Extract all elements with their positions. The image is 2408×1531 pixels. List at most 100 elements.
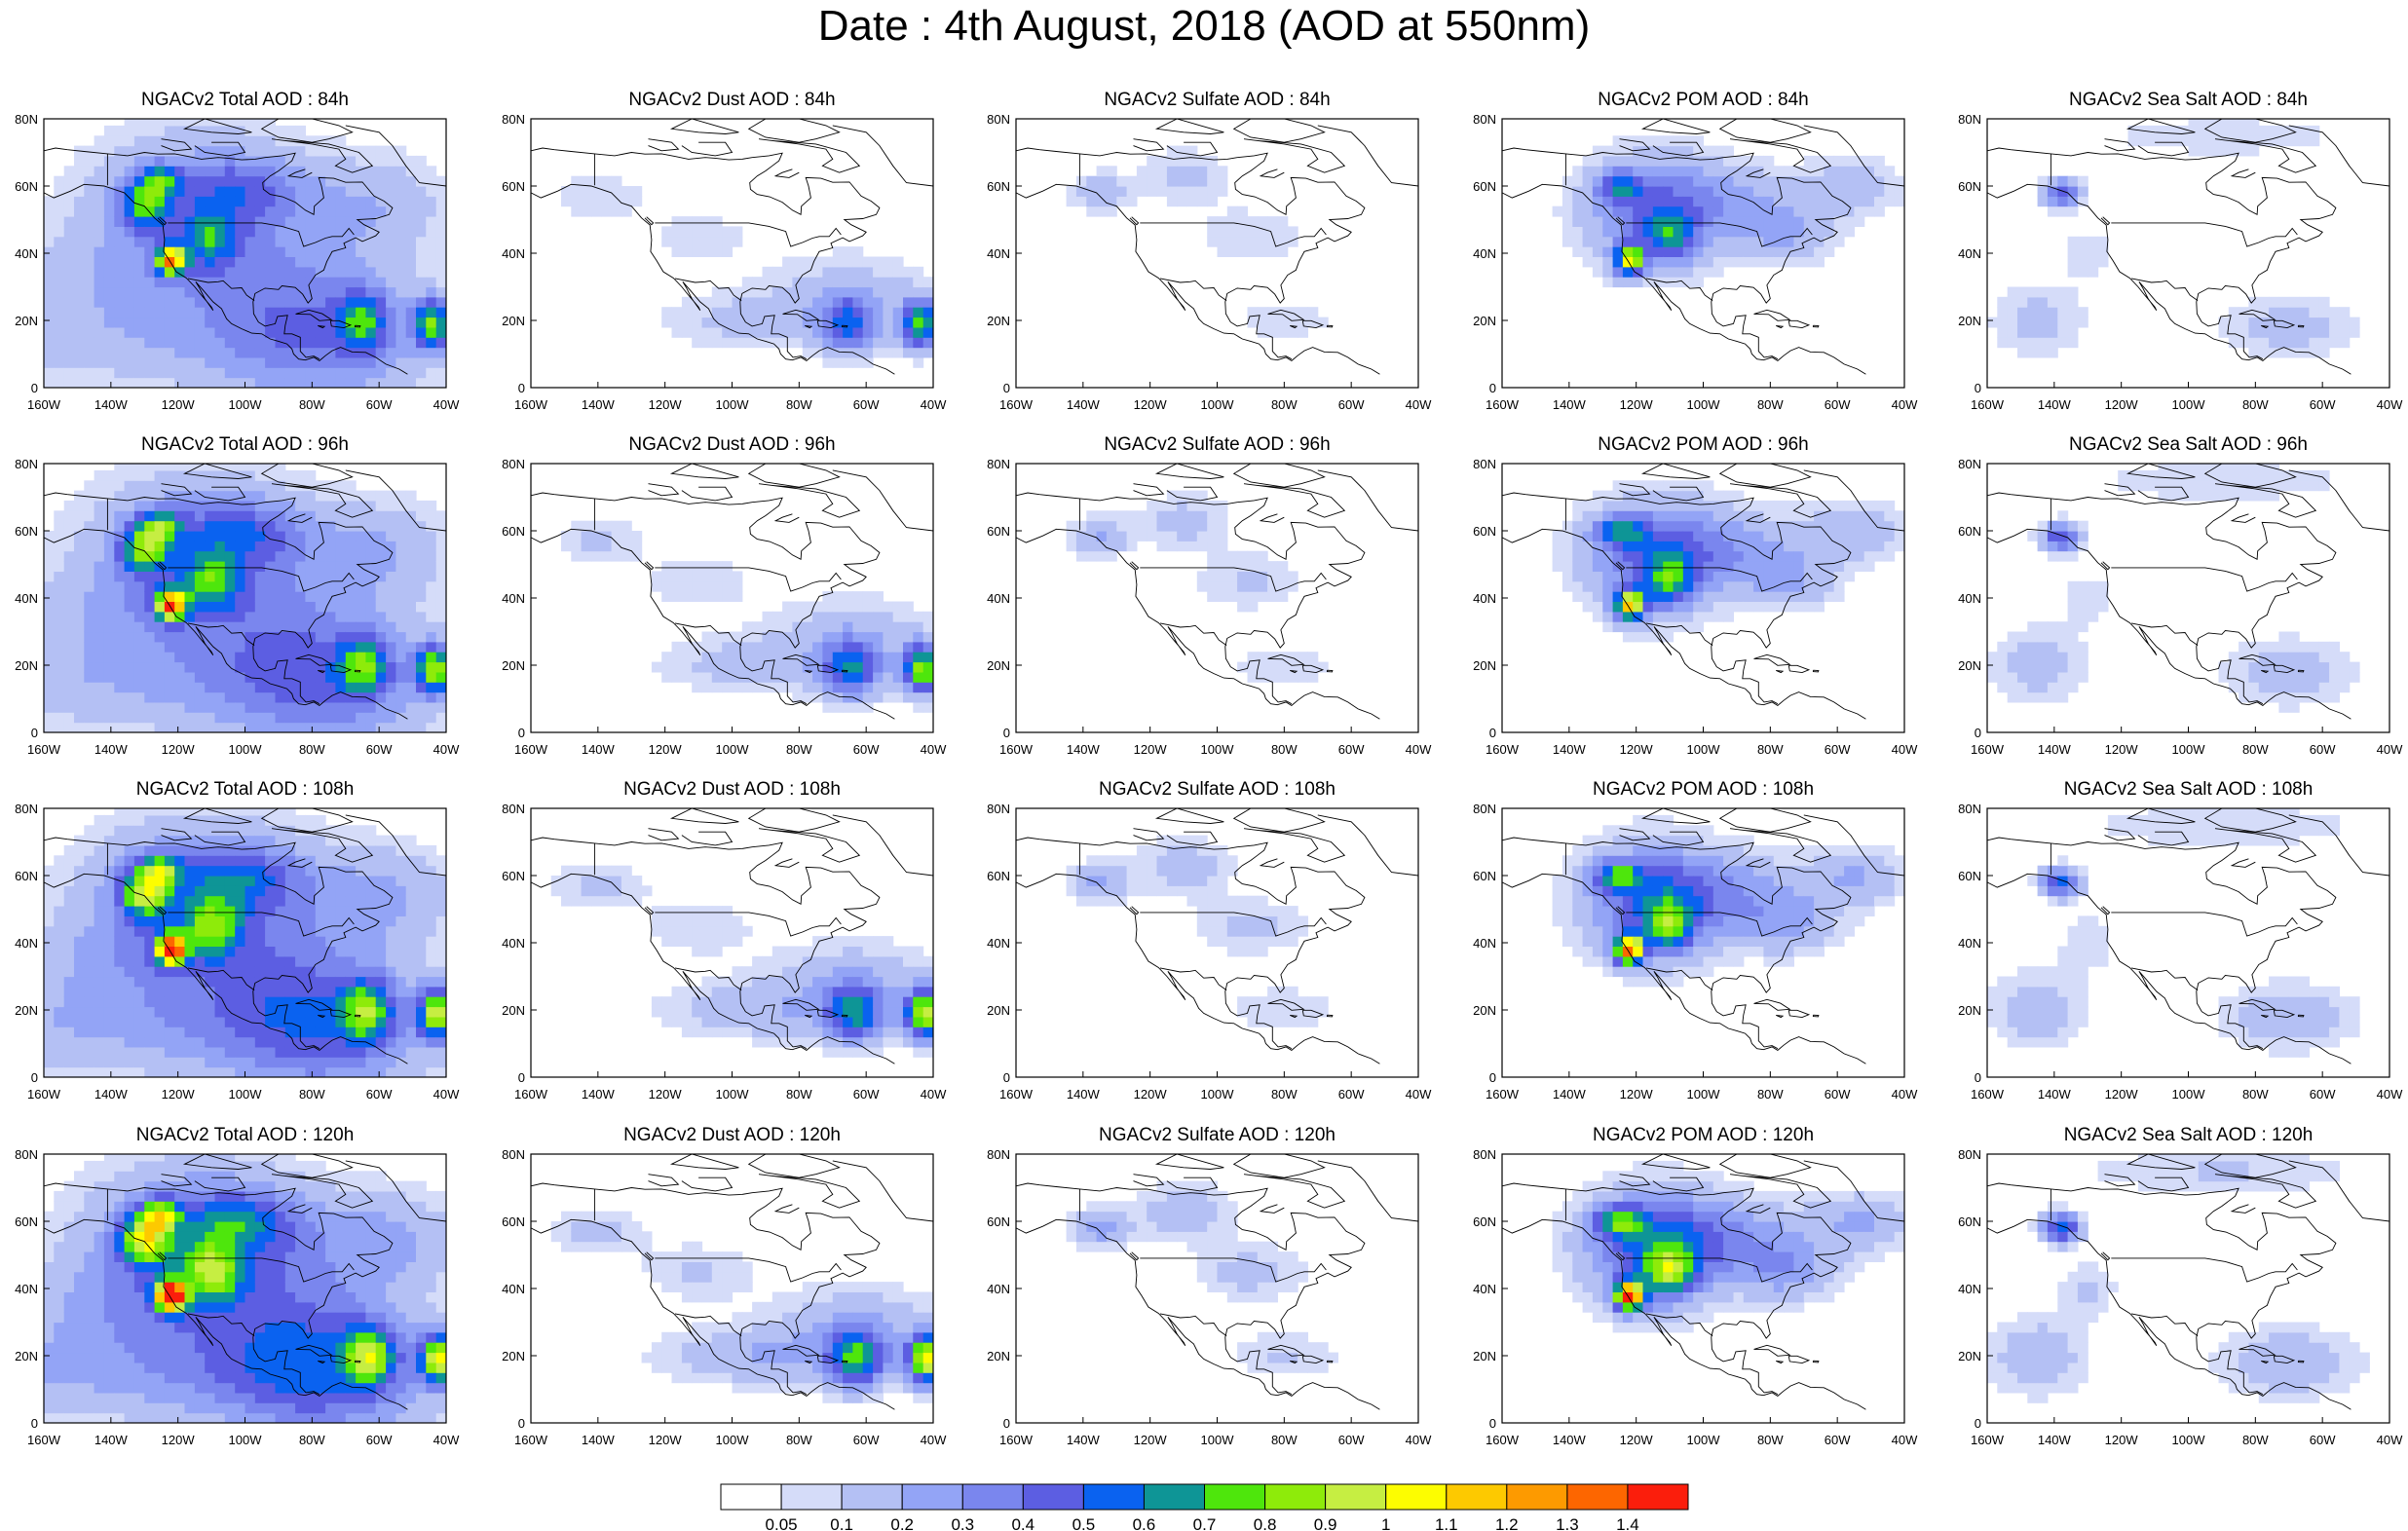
- aod-map: 160W 140W 120W 100W 80W 60W 40W 0 20N 40N 60N 80N: [987, 112, 1432, 412]
- y-tick-label: 80N: [1958, 457, 1981, 471]
- aod-map: 160W 140W 120W 100W 80W 60W 40W 0 20N 40N 60N 80N: [502, 112, 947, 412]
- x-tick-label: 40W: [433, 1433, 460, 1447]
- x-tick-label: 160W: [1486, 1433, 1520, 1447]
- map-panel-seasalt-108h: NGACv2 Sea Salt AOD : 108h 160W 140W 120W 10…: [1943, 779, 2403, 1110]
- x-tick-label: 60W: [853, 397, 880, 412]
- x-tick-label: 120W: [649, 1433, 683, 1447]
- x-tick-label: 120W: [1134, 742, 1168, 757]
- x-tick-label: 160W: [1971, 742, 2005, 757]
- y-tick-label: 40N: [987, 936, 1010, 951]
- coastlines: [1987, 1154, 2389, 1410]
- x-tick-label: 100W: [1201, 1433, 1235, 1447]
- y-tick-label: 20N: [502, 658, 525, 673]
- x-tick-label: 100W: [2172, 742, 2206, 757]
- x-tick-label: 60W: [1338, 397, 1365, 412]
- panel-title: NGACv2 POM AOD : 96h: [1598, 434, 1809, 455]
- y-tick-label: 0: [1489, 1416, 1496, 1431]
- x-tick-label: 100W: [1201, 742, 1235, 757]
- x-tick-label: 60W: [1825, 742, 1851, 757]
- panel-title: NGACv2 Sea Salt AOD : 84h: [2068, 90, 2308, 110]
- x-tick-label: 120W: [162, 742, 196, 757]
- aod-map: 160W 140W 120W 100W 80W 60W 40W 0 20N 40N 60N 80N: [1958, 457, 2403, 757]
- panel-title: NGACv2 Total AOD : 84h: [141, 90, 349, 110]
- x-tick-label: 120W: [162, 397, 196, 412]
- x-tick-label: 80W: [1271, 1087, 1298, 1102]
- x-tick-label: 140W: [2038, 397, 2072, 412]
- coastlines: [44, 119, 446, 375]
- panel-title: NGACv2 Dust AOD : 108h: [623, 779, 841, 800]
- x-tick-label: 60W: [1338, 1433, 1365, 1447]
- x-tick-label: 140W: [2038, 1433, 2072, 1447]
- x-tick-label: 120W: [162, 1087, 196, 1102]
- x-tick-label: 120W: [649, 1087, 683, 1102]
- y-tick-label: 40N: [1958, 936, 1981, 951]
- aod-map: 160W 140W 120W 100W 80W 60W 40W 0 20N 40N 60N 80N: [1958, 802, 2403, 1102]
- x-tick-label: 40W: [921, 742, 947, 757]
- x-tick-label: 80W: [299, 1087, 325, 1102]
- panel-title: NGACv2 Sulfate AOD : 120h: [1099, 1125, 1336, 1145]
- x-tick-label: 160W: [27, 742, 61, 757]
- x-tick-label: 40W: [1406, 1433, 1432, 1447]
- y-tick-label: 0: [1975, 1416, 1981, 1431]
- x-tick-label: 80W: [299, 1433, 325, 1447]
- x-tick-label: 40W: [1892, 742, 1918, 757]
- y-tick-label: 80N: [15, 1147, 38, 1162]
- coastlines: [1502, 464, 1904, 720]
- y-tick-label: 80N: [987, 457, 1010, 471]
- y-tick-label: 60N: [15, 179, 38, 194]
- y-tick-label: 0: [31, 381, 38, 395]
- x-tick-label: 80W: [2242, 742, 2269, 757]
- coastlines: [1016, 1154, 1418, 1410]
- x-tick-label: 80W: [1757, 1087, 1784, 1102]
- coastlines: [1987, 464, 2389, 720]
- aod-field: [1987, 808, 2360, 1058]
- y-tick-label: 0: [518, 1416, 525, 1431]
- x-tick-label: 80W: [2242, 1433, 2269, 1447]
- y-tick-label: 20N: [15, 314, 38, 328]
- x-tick-label: 160W: [1971, 397, 2005, 412]
- panel-title: NGACv2 Sulfate AOD : 96h: [1104, 434, 1331, 455]
- y-tick-label: 0: [1489, 1070, 1496, 1085]
- coastlines: [531, 808, 933, 1064]
- y-tick-label: 20N: [987, 1349, 1010, 1363]
- y-tick-label: 80N: [502, 802, 525, 816]
- x-tick-label: 120W: [649, 397, 683, 412]
- x-tick-label: 140W: [1067, 742, 1101, 757]
- y-tick-label: 80N: [987, 802, 1010, 816]
- y-tick-label: 20N: [15, 1003, 38, 1018]
- panel-title: NGACv2 Sea Salt AOD : 96h: [2068, 434, 2308, 455]
- y-tick-label: 0: [31, 1070, 38, 1085]
- coastlines: [531, 464, 933, 720]
- aod-field: [1987, 119, 2360, 358]
- x-tick-label: 160W: [514, 1087, 548, 1102]
- x-tick-label: 80W: [1271, 1433, 1298, 1447]
- y-tick-label: 60N: [15, 524, 38, 539]
- y-tick-label: 0: [1975, 1070, 1981, 1085]
- aod-field: [550, 1211, 933, 1403]
- y-tick-label: 80N: [1473, 1147, 1496, 1162]
- y-tick-label: 40N: [502, 246, 525, 261]
- y-tick-label: 80N: [502, 1147, 525, 1162]
- panel-title: NGACv2 Dust AOD : 96h: [628, 434, 836, 455]
- x-tick-label: 60W: [2310, 742, 2336, 757]
- x-tick-label: 140W: [94, 742, 129, 757]
- x-tick-label: 100W: [716, 742, 750, 757]
- y-tick-label: 40N: [1958, 591, 1981, 606]
- y-tick-label: 60N: [987, 1214, 1010, 1229]
- y-tick-label: 60N: [15, 1214, 38, 1229]
- x-tick-label: 40W: [2377, 1087, 2403, 1102]
- y-tick-label: 80N: [1473, 112, 1496, 127]
- map-panel-pom-84h: NGACv2 POM AOD : 84h 160W 140W 120W 100W 80W 6…: [1458, 90, 1918, 421]
- x-tick-label: 160W: [27, 397, 61, 412]
- y-tick-label: 80N: [987, 112, 1010, 127]
- y-tick-label: 80N: [1958, 1147, 1981, 1162]
- panel-title: NGACv2 POM AOD : 108h: [1592, 779, 1815, 800]
- y-tick-label: 20N: [1958, 314, 1981, 328]
- map-panel-sulfate-120h: NGACv2 Sulfate AOD : 120h 160W 140W 120W 100…: [972, 1125, 1432, 1456]
- x-tick-label: 140W: [1553, 397, 1587, 412]
- x-tick-label: 160W: [999, 1433, 1034, 1447]
- aod-map: 160W 140W 120W 100W 80W 60W 40W 0 20N 40N 60N 80N: [987, 1147, 1432, 1447]
- aod-map: 160W 140W 120W 100W 80W 60W 40W 0 20N 40N 60N 80N: [502, 457, 947, 757]
- x-tick-label: 140W: [94, 1433, 129, 1447]
- y-tick-label: 60N: [1958, 179, 1981, 194]
